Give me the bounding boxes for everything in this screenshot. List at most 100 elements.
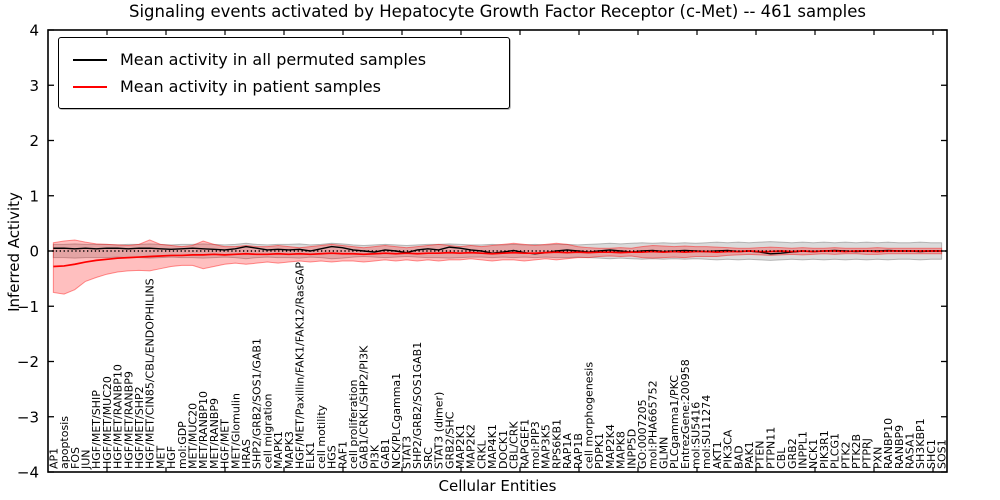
legend-label-permuted: Mean activity in all permuted samples [120,50,427,69]
x-category-label: GLMN [657,437,670,469]
x-category-label: HGF/MET/SHIP [90,390,103,469]
x-category-label: RANBP9 [893,425,906,469]
y-tick-label: −1 [17,298,39,316]
x-category-label: PI3K [368,444,381,469]
x-category-label: HGS [326,445,339,469]
legend-entry-permuted: Mean activity in all permuted samples [73,46,495,73]
x-category-label: SHP2/GRB2/SOS1GAB1 [411,342,424,469]
x-category-label: HGF/MET/CIN85/CBL/ENDOPHILINS [144,278,157,469]
y-tick-label: −3 [17,408,39,426]
x-category-label: MAPK3 [283,431,296,469]
x-category-label: HRAS [240,439,253,469]
x-category-label: STAT3 (dimer) [433,392,446,469]
x-category-label: MAP4K1 [486,424,499,469]
x-category-label: PTK2B [850,434,863,469]
x-category-label: RAP1A [561,433,574,469]
x-category-label: HGF/MET/RANBP9 [122,371,135,469]
x-category-label: PLCG1 [829,433,842,469]
x-category-label: PLCgamma1/PKC [668,375,681,469]
x-category-label: mol:PHA665752 [647,380,660,469]
y-tick-label: 2 [29,132,39,150]
x-category-label: JUN [79,449,92,470]
x-category-label: HGF [165,446,178,469]
x-category-label: PAK1 [743,441,756,469]
x-category-label: GRB2 [786,438,799,469]
x-category-label: RANBP10 [882,418,895,469]
y-tick-label: 4 [29,22,39,40]
x-category-label: PTPRJ [861,438,874,469]
x-category-label: SOS1 [936,439,949,469]
x-category-label: GAB1 [379,438,392,469]
y-tick-label: −4 [17,464,39,482]
x-category-label: CRKL [475,439,488,469]
x-category-label: PXN [871,447,884,469]
x-category-label: INPPL1 [797,431,810,469]
x-category-label: HGF/MET/SHP2 [133,386,146,469]
x-category-label: HGF/MET/Paxillin/FAK1/FAK12/RasGAP [294,262,307,469]
x-category-label: MAPK8 [615,431,628,469]
legend-line-sample-red [73,85,107,88]
x-axis-label: Cellular Entities [438,477,557,495]
x-category-label: PDPK1 [593,433,606,469]
x-category-label: HGF/MET [219,419,232,469]
x-category-label: BAD [732,445,745,469]
x-category-label: GAB1/CRKL/SHP2/PI3K [358,345,371,469]
x-category-label: MAP2K1 [454,424,467,469]
x-category-label: MET/MUC20 [186,403,199,469]
x-category-label: CBL/CRK [508,421,521,469]
x-category-label: RAPGEF1 [518,419,531,469]
x-category-label: cell migration [261,393,274,469]
x-category-label: SRC [422,447,435,469]
x-category-label: MAP2K4 [604,424,617,469]
x-category-label: MAP3K5 [540,424,553,469]
x-category-label: PIK3CA [722,429,735,469]
x-category-label: STAT3 [401,436,414,469]
x-category-label: PTPN11 [764,427,777,469]
x-category-label: mol:GDP [176,421,189,469]
x-category-label: PTK2 [839,441,852,469]
x-category-label: PTEN [754,440,767,469]
x-category-label: DOCK1 [497,430,510,469]
x-category-label: HGF/MET/RANBP10 [112,364,125,469]
x-category-label: MET [154,446,167,469]
x-category-label: EntrezGene:200958 [679,359,692,469]
y-tick-label: 1 [29,187,39,205]
x-category-label: MET/RANBP9 [208,398,221,469]
x-category-label: cell morphogenesis [582,362,595,469]
x-category-label: HGF/MET/MUC20 [101,376,114,469]
x-category-label: PIK3R1 [818,430,831,469]
x-category-label: RAP1B [572,433,585,469]
x-category-label: NCK1 [807,439,820,469]
x-category-label: RPS6KB1 [550,419,563,469]
x-category-label: AKT1 [711,441,724,469]
x-category-label: ELK1 [304,442,317,469]
x-category-label: GO:0007205 [636,399,649,469]
x-category-label: SH3KBP1 [914,418,927,469]
x-category-label: RASA1 [904,433,917,469]
x-category-label: mol:SU5416 [689,402,702,469]
x-category-label: RAF1 [336,441,349,469]
x-category-label: MET/Glomulin [229,393,242,469]
x-category-label: MET/RANBP10 [197,391,210,469]
x-category-label: GRB2/SHC [443,411,456,469]
x-category-label: NCK/PLCgamma1 [390,373,403,469]
legend: Mean activity in all permuted samples Me… [58,37,510,109]
x-category-label: SHP2/GRB2/SOS1/GAB1 [251,338,264,469]
x-category-label: MAP2K2 [465,424,478,469]
y-tick-label: 3 [29,77,39,95]
x-category-label: SHC1 [925,439,938,469]
chart-title: Signaling events activated by Hepatocyte… [129,2,866,21]
x-category-label: mol:PIP3 [529,421,542,469]
x-category-label: cell motility [315,404,328,469]
x-category-label: AP1 [47,448,60,469]
x-category-label: CBL [775,447,788,469]
x-category-label: FOS [69,447,82,469]
y-tick-label: −2 [17,353,39,371]
x-category-label: MAPK1 [272,431,285,469]
x-category-label: apoptosis [58,416,71,469]
legend-label-patient: Mean activity in patient samples [120,77,381,96]
x-category-label: INPP5D [625,429,638,469]
x-category-label: mol:SU11274 [700,395,713,469]
